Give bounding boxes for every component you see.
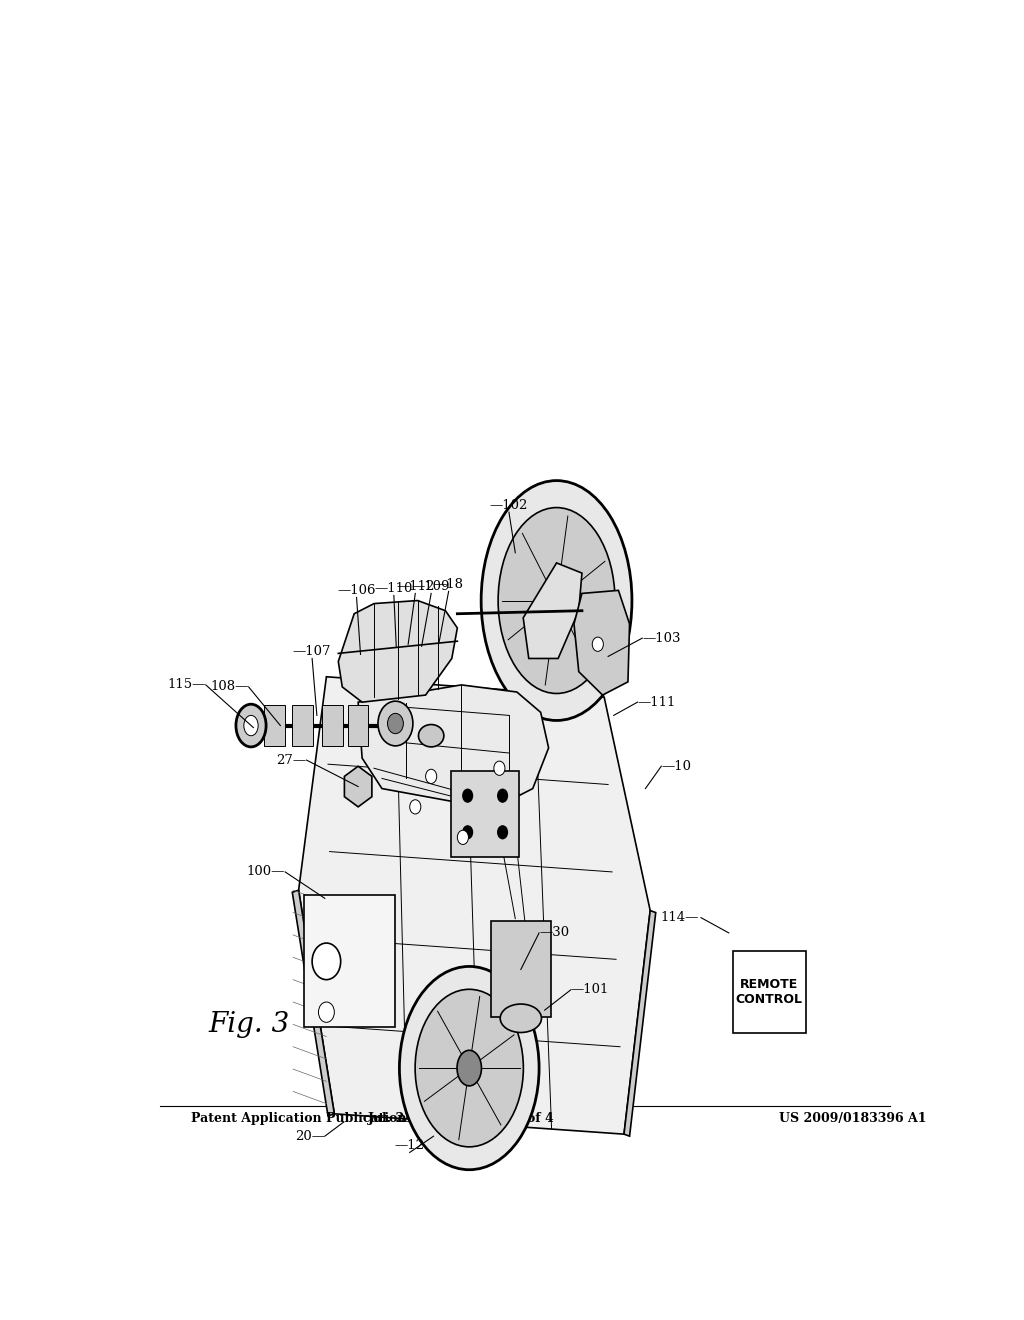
Ellipse shape (457, 1051, 481, 1086)
Circle shape (410, 800, 421, 814)
Text: Jul. 23, 2009   Sheet 3 of 4: Jul. 23, 2009 Sheet 3 of 4 (368, 1113, 555, 1126)
Text: —109: —109 (412, 581, 451, 594)
FancyBboxPatch shape (452, 771, 519, 857)
Polygon shape (358, 685, 549, 809)
Text: —10: —10 (662, 760, 691, 772)
Text: —18: —18 (433, 578, 464, 591)
Text: 20—: 20— (295, 1130, 325, 1143)
Circle shape (426, 770, 436, 784)
Text: —30: —30 (539, 927, 569, 940)
Text: 114—: 114— (660, 911, 698, 924)
Text: 27—: 27— (276, 754, 306, 767)
Circle shape (312, 942, 341, 979)
FancyBboxPatch shape (348, 705, 369, 746)
FancyBboxPatch shape (733, 952, 806, 1032)
Circle shape (318, 1002, 334, 1022)
FancyBboxPatch shape (304, 895, 395, 1027)
Text: —102: —102 (489, 499, 528, 512)
Text: —101: —101 (570, 983, 609, 997)
Circle shape (497, 825, 508, 840)
Circle shape (387, 713, 403, 734)
Text: REMOTE
CONTROL: REMOTE CONTROL (735, 978, 803, 1006)
Ellipse shape (498, 508, 615, 693)
Polygon shape (574, 590, 630, 696)
Ellipse shape (244, 715, 258, 735)
Text: 108—: 108— (210, 680, 249, 693)
FancyBboxPatch shape (490, 921, 551, 1018)
Ellipse shape (419, 725, 443, 747)
Ellipse shape (481, 480, 632, 721)
Circle shape (497, 788, 508, 803)
Circle shape (462, 825, 473, 840)
Polygon shape (338, 601, 458, 702)
Text: —110: —110 (375, 582, 413, 595)
Polygon shape (624, 911, 655, 1137)
FancyBboxPatch shape (292, 705, 313, 746)
Ellipse shape (543, 578, 570, 623)
Circle shape (494, 762, 505, 775)
Text: 115—: 115— (167, 678, 206, 692)
FancyBboxPatch shape (323, 705, 343, 746)
Polygon shape (299, 677, 650, 1134)
Text: Patent Application Publication: Patent Application Publication (191, 1113, 407, 1126)
Text: —111: —111 (638, 696, 676, 709)
Circle shape (462, 788, 473, 803)
Text: —103: —103 (642, 632, 681, 644)
Text: —12: —12 (394, 1139, 425, 1152)
Circle shape (592, 638, 603, 651)
Ellipse shape (399, 966, 539, 1170)
Ellipse shape (236, 704, 266, 747)
Circle shape (378, 701, 413, 746)
Polygon shape (523, 562, 582, 659)
FancyBboxPatch shape (264, 705, 285, 746)
Text: —106: —106 (337, 585, 376, 598)
Ellipse shape (415, 989, 523, 1147)
Text: US 2009/0183396 A1: US 2009/0183396 A1 (778, 1113, 927, 1126)
Polygon shape (292, 890, 334, 1115)
Text: —107: —107 (293, 645, 332, 659)
Text: 100—: 100— (247, 866, 285, 878)
Ellipse shape (500, 1005, 542, 1032)
Circle shape (458, 830, 468, 845)
Text: Fig. 3: Fig. 3 (208, 1011, 289, 1038)
Text: —112: —112 (396, 581, 434, 594)
